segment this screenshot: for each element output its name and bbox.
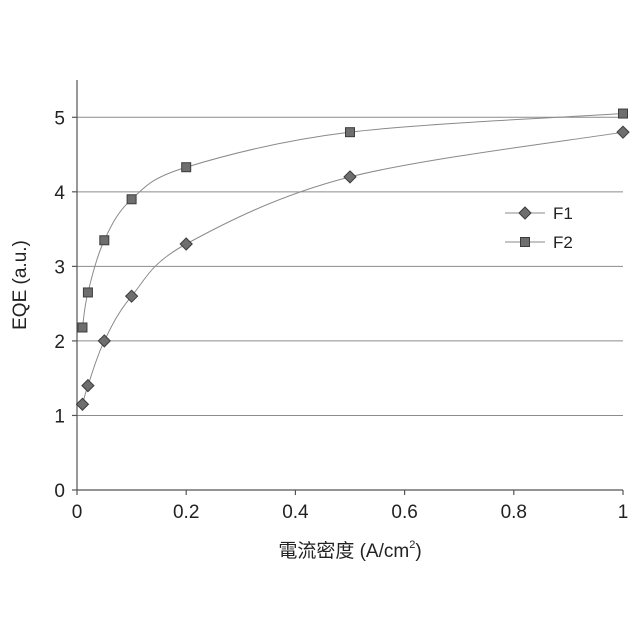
data-point-f1 [98, 335, 110, 347]
grid-lines [77, 117, 623, 415]
y-tick-label: 1 [54, 406, 65, 427]
y-tick-label: 2 [54, 332, 65, 353]
data-point-f1 [82, 380, 94, 392]
x-tick-label: 0 [72, 502, 83, 523]
data-point-f2 [127, 195, 136, 204]
legend: F1 F2 [505, 204, 573, 252]
data-point-f1 [126, 290, 138, 302]
x-axis-title: 電流密度 (A/cm2) [278, 539, 421, 562]
x-tick-label: 0.2 [173, 502, 199, 523]
data-point-f1 [344, 171, 356, 183]
legend-marker-f1 [519, 207, 531, 219]
x-axis-title-suffix: ) [415, 541, 421, 562]
y-axis-title: EQE (a.u.) [10, 240, 31, 330]
x-tick-label: 0.6 [391, 502, 417, 523]
x-axis-title-main: 電流密度 (A/cm [278, 540, 409, 562]
legend-label-f2: F2 [553, 233, 573, 252]
legend-label-f1: F1 [553, 204, 573, 223]
data-point-f1 [76, 398, 88, 410]
axes [72, 80, 623, 495]
y-tick-label: 0 [54, 481, 65, 502]
y-tick-label: 4 [54, 183, 65, 204]
data-point-f2 [83, 288, 92, 297]
data-point-f1 [617, 126, 629, 138]
series-line-f2 [82, 114, 623, 328]
series-lines [82, 114, 623, 405]
y-tick-label: 3 [54, 257, 65, 278]
data-point-f2 [182, 163, 191, 172]
x-tick-label: 0.8 [501, 502, 527, 523]
data-point-f2 [346, 128, 355, 137]
x-tick-labels: 0 0.2 0.4 0.6 0.8 1 [72, 502, 629, 523]
y-tick-labels: 0 1 2 3 4 5 [54, 108, 65, 502]
x-tick-label: 0.4 [282, 502, 309, 523]
series-markers [76, 109, 629, 410]
data-point-f1 [180, 238, 192, 250]
data-point-f2 [100, 236, 109, 245]
legend-marker-f2 [521, 238, 530, 247]
data-point-f2 [619, 109, 628, 118]
y-tick-label: 5 [54, 108, 65, 129]
x-tick-label: 1 [618, 502, 629, 523]
data-point-f2 [78, 323, 87, 332]
